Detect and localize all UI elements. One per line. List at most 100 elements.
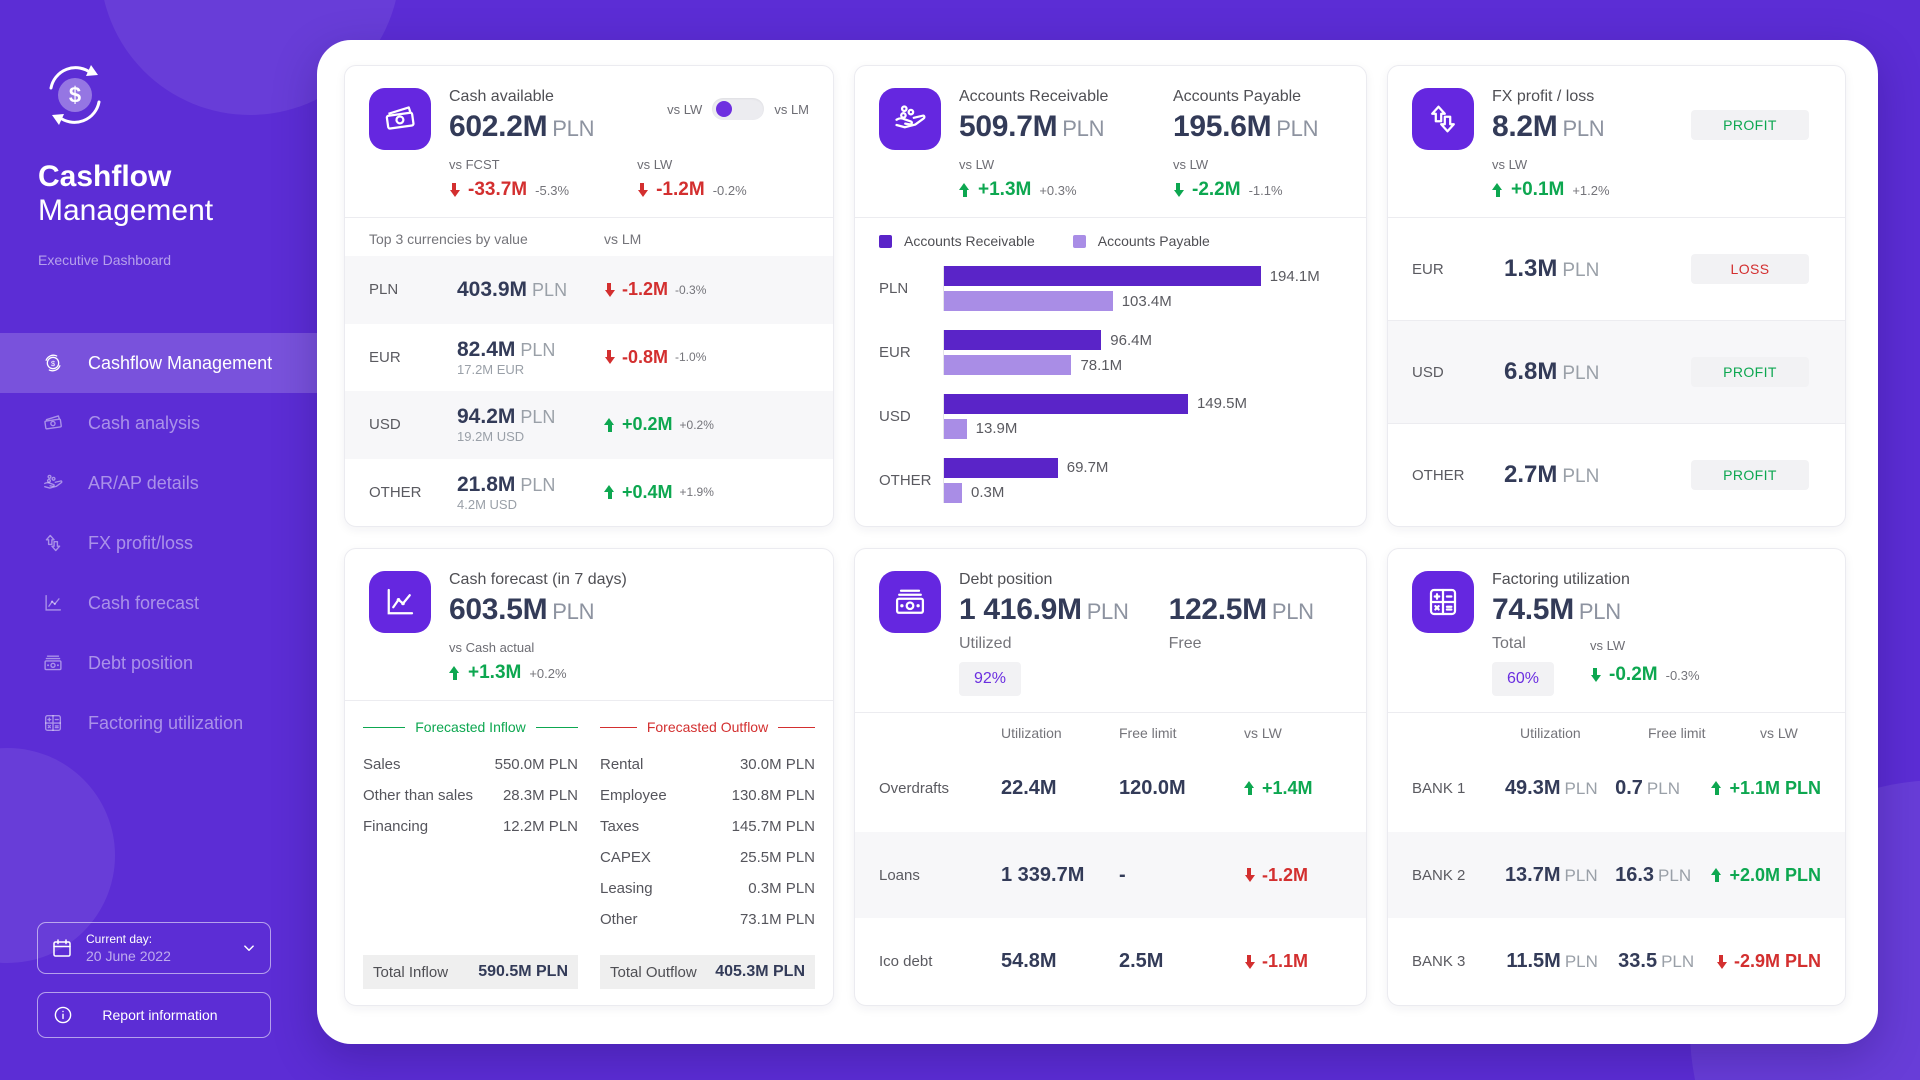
calendar-icon	[50, 936, 74, 960]
card-factoring-utilization: Factoring utilization 74.5M PLN Total 60%…	[1387, 548, 1846, 1006]
bar-value-label: 149.5M	[1196, 395, 1247, 413]
sidebar-item-factoring-utilization[interactable]: Factoring utilization	[0, 693, 318, 753]
bar-value-label: 0.3M	[971, 484, 1005, 502]
debt-free-kpi: 122.5M PLN Free	[1168, 593, 1314, 652]
bar-value-label: 69.7M	[1066, 459, 1109, 477]
fx-row-eur: EUR 1.3M PLN LOSS	[1388, 217, 1845, 320]
bar-group-pln: PLN 194.1M 103.4M	[879, 266, 1342, 312]
flow-item: CAPEX 25.5M PLN	[600, 849, 815, 866]
fx-arrows-icon-tile	[1412, 88, 1474, 150]
arrow-down-icon	[1244, 955, 1255, 969]
info-icon	[52, 1004, 74, 1026]
factoring-table: Utilization Free limit vs LW BANK 1 49.3…	[1388, 712, 1845, 1005]
table-row-overdrafts: Overdrafts 22.4M 120.0M +1.4M	[879, 776, 1313, 799]
receivable-bar[interactable]	[944, 330, 1102, 351]
table-row-bank1: BANK 1 49.3M PLN 0.7 PLN +1.1M PLN	[1412, 776, 1821, 799]
status-badge: PROFIT	[1691, 357, 1809, 387]
chevron-down-icon	[240, 939, 258, 957]
svg-text:$: $	[69, 83, 81, 108]
accounts-payable-kpi: Accounts Payable 195.6M PLN vs LW -2.2M -1…	[1173, 88, 1319, 200]
brand-title: Cashflow Management	[38, 160, 214, 227]
table-row-bank3: BANK 3 11.5M PLN 33.5 PLN -2.9M PLN	[1412, 950, 1821, 973]
current-day-picker[interactable]: Current day: 20 June 2022	[37, 922, 271, 974]
flow-item: Taxes 145.7M PLN	[600, 818, 815, 835]
line-chart-icon-tile	[369, 571, 431, 633]
column-header: Free limit	[1648, 725, 1706, 741]
flow-item: Financing 12.2M PLN	[363, 818, 578, 835]
bar-category-label: PLN	[879, 280, 909, 298]
card-title: Cash available	[449, 88, 554, 105]
bar-category-label: OTHER	[879, 471, 932, 489]
bar-category-label: USD	[879, 407, 911, 425]
status-badge: LOSS	[1691, 254, 1809, 284]
sidebar-item-cash-analysis[interactable]: Cash analysis	[0, 393, 318, 453]
bar-value-label: 13.9M	[975, 420, 1018, 438]
sidebar-item-cashflow-management[interactable]: Cashflow Management	[0, 333, 318, 393]
arrow-up-icon	[604, 485, 615, 500]
bar-group-eur: EUR 96.4M 78.1M	[879, 330, 1342, 376]
column-header: Utilization	[1520, 725, 1581, 741]
sidebar-item-cash-forecast[interactable]: Cash forecast	[0, 573, 318, 633]
forecasted-outflow-list: Forecasted Outflow Rental 30.0M PLN Emplo…	[600, 715, 816, 989]
toggle-knob	[716, 101, 733, 117]
forecasted-inflow-list: Forecasted Inflow Sales 550.0M PLN Other …	[363, 715, 578, 989]
chart-legend: Accounts Receivable Accounts Payable	[855, 218, 1366, 253]
legend-swatch-receivable	[879, 234, 892, 248]
receivable-bar[interactable]	[944, 266, 1261, 287]
total-inflow-row: Total Inflow 590.5M PLN	[363, 955, 578, 989]
payable-bar[interactable]	[944, 291, 1113, 312]
flow-item: Employee 130.8M PLN	[600, 787, 815, 804]
hand-coins-icon-tile	[879, 88, 941, 150]
card-accounts-receivable-payable: Accounts Receivable 509.7M PLN vs LW +1.3…	[854, 65, 1367, 527]
factoring-total: Total 60%	[1492, 635, 1555, 696]
payable-bar[interactable]	[944, 418, 967, 439]
sidebar-item-debt-position[interactable]: Debt position	[0, 633, 318, 693]
arrow-down-icon	[1173, 183, 1184, 197]
receivable-bar[interactable]	[944, 393, 1188, 414]
table-row-bank2: BANK 2 13.7M PLN 16.3 PLN +2.0M PLN	[1388, 831, 1845, 919]
legend-swatch-payable	[1072, 234, 1086, 248]
top-currencies-table: Top 3 currencies by value vs LM PLN 403.…	[345, 217, 833, 526]
fx-arrows-icon	[42, 532, 64, 554]
sidebar-item-fx-profit-loss[interactable]: FX profit/loss	[0, 513, 318, 573]
payable-bar[interactable]	[944, 355, 1072, 376]
payable-bar[interactable]	[944, 482, 962, 503]
total-outflow-row: Total Outflow 405.3M PLN	[600, 955, 815, 989]
cash-icon-tile	[369, 88, 431, 150]
table-row-ico-debt: Ico debt 54.8M 2.5M -1.1M	[879, 950, 1309, 973]
metric-vs-fcst: vs FCST -33.7M -5.3%	[449, 157, 570, 200]
arrow-down-icon	[604, 350, 615, 364]
status-badge: PROFIT	[1691, 460, 1809, 490]
column-header: vs LW	[1760, 725, 1798, 741]
table-header: vs LM	[604, 231, 642, 247]
column-header: Utilization	[1001, 725, 1062, 741]
vs-lw-lm-toggle[interactable]	[712, 98, 765, 120]
column-header: vs LW	[1244, 725, 1282, 741]
calculator-icon	[42, 712, 64, 734]
accounts-receivable-kpi: Accounts Receivable 509.7M PLN vs LW +1.3…	[959, 88, 1109, 200]
card-debt-position: Debt position 1 416.9M PLN Utilized 92% 1…	[854, 548, 1367, 1006]
table-row: PLN 403.9M PLN -1.2M -0.3%	[345, 256, 833, 324]
bar-group-usd: USD 149.5M 13.9M	[879, 393, 1342, 439]
receivable-bar[interactable]	[944, 457, 1058, 478]
calculator-icon	[1425, 584, 1461, 620]
status-badge: PROFIT	[1691, 110, 1809, 140]
debt-utilized-kpi: Debt position 1 416.9M PLN Utilized 92%	[959, 571, 1129, 696]
arrow-down-icon	[1244, 868, 1255, 882]
arrow-down-icon	[1716, 955, 1727, 969]
sidebar-item-ar-ap-details[interactable]: AR/AP details	[0, 453, 318, 513]
app-logo-dollar-cycle-icon: $	[49, 65, 101, 125]
flow-item: Other 73.1M PLN	[600, 911, 815, 928]
arrow-up-icon	[1492, 183, 1503, 197]
arrow-down-icon	[1590, 668, 1601, 682]
card-fx-profit-loss: FX profit / loss 8.2M PLN vs LW +0.1M +1.2…	[1387, 65, 1846, 527]
fx-row-usd: USD 6.8M PLN PROFIT	[1388, 320, 1845, 423]
card-cash-forecast: Cash forecast (in 7 days) 603.5M PLN vs C…	[344, 548, 834, 1006]
bar-value-label: 103.4M	[1121, 292, 1172, 310]
banknote-icon-tile	[879, 571, 941, 633]
arrow-up-icon	[449, 666, 460, 680]
metric-vs-lw: vs LW -1.2M -0.2%	[637, 157, 747, 200]
report-information-button[interactable]: Report information	[37, 992, 271, 1038]
calculator-icon-tile	[1412, 571, 1474, 633]
date-picker-value: 20 June 2022	[86, 948, 171, 964]
